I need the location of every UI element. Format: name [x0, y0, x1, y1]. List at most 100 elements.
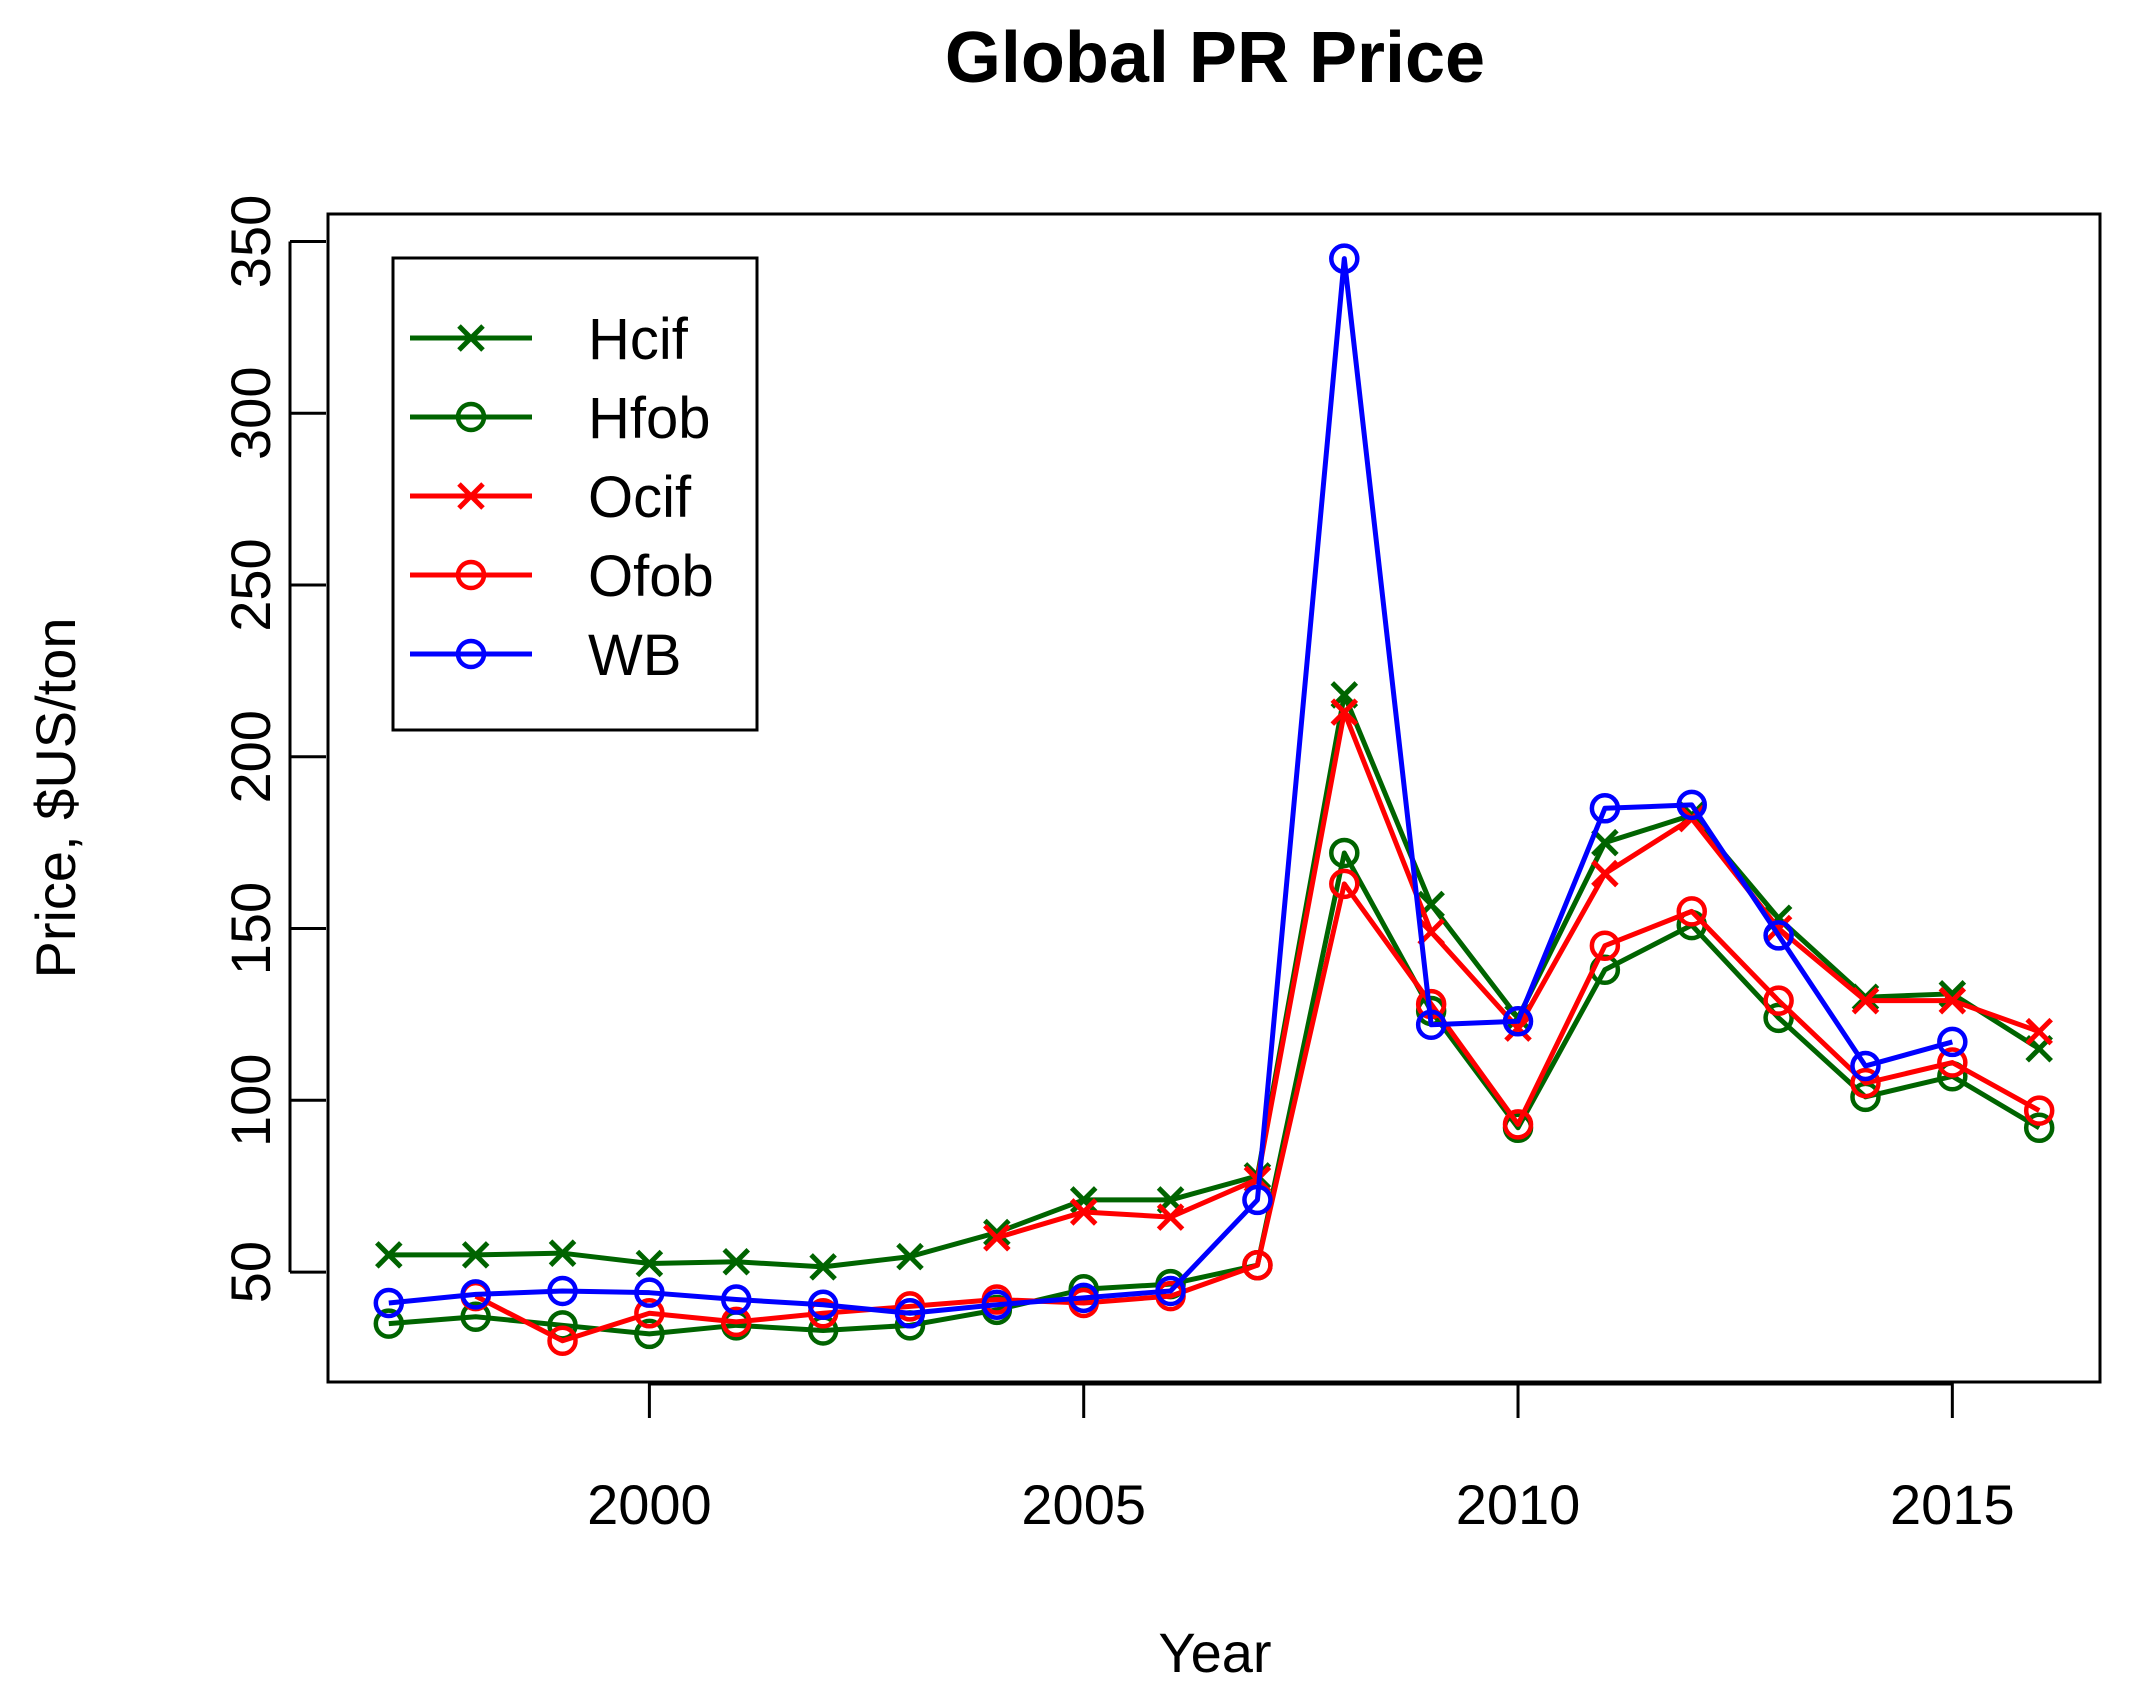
data-point-hcif	[722, 1247, 751, 1276]
data-point-wb	[1850, 1050, 1881, 1082]
y-tick-label: 50	[219, 1241, 282, 1303]
legend-marker-ofob	[455, 559, 487, 591]
data-point-wb	[981, 1289, 1013, 1320]
data-point-hfob	[634, 1318, 665, 1350]
data-point-ofob	[1502, 1109, 1534, 1140]
data-point-ofob	[634, 1298, 665, 1329]
legend-label-hcif: Hcif	[588, 307, 689, 372]
data-point-wb	[1155, 1275, 1186, 1307]
data-point-ofob	[1850, 1067, 1881, 1099]
x-tick-label: 2015	[1890, 1473, 2015, 1536]
legend-marker-ocif	[457, 482, 485, 510]
data-point-wb	[807, 1289, 839, 1320]
series-line-ocif	[996, 709, 2041, 1241]
data-point-ofob	[1329, 868, 1360, 900]
data-point-ofob	[721, 1306, 752, 1338]
data-point-hcif	[461, 1241, 490, 1269]
series-hcif	[375, 681, 2053, 1281]
x-tick-label: 2005	[1021, 1473, 1146, 1536]
data-point-wb	[1589, 793, 1621, 824]
data-point-wb	[1242, 1184, 1273, 1216]
data-point-hcif	[1069, 1186, 1098, 1214]
data-point-wb	[1763, 920, 1794, 951]
legend-item-hfob: Hfob	[410, 386, 711, 451]
series-hfob	[373, 837, 2055, 1350]
data-point-ocif	[2025, 1017, 2053, 1046]
data-point-hcif	[896, 1242, 924, 1271]
data-point-hcif	[375, 1241, 403, 1269]
y-tick-label: 100	[219, 1054, 282, 1147]
data-point-ocif	[983, 1223, 1011, 1252]
data-point-wb	[1329, 243, 1360, 274]
legend-label-wb: WB	[588, 623, 681, 688]
data-point-wb	[1415, 1009, 1447, 1040]
y-tick-label: 200	[219, 710, 282, 803]
data-point-hfob	[460, 1301, 491, 1332]
series-wb	[373, 243, 1968, 1329]
legend: Hcif Hfob Ocif Ofob WB	[391, 256, 759, 732]
legend-marker-hcif	[457, 324, 485, 352]
data-point-ofob	[547, 1325, 578, 1357]
legend-item-wb: WB	[410, 623, 681, 688]
legend-entries: Hcif Hfob Ocif Ofob WB	[410, 307, 714, 688]
data-point-hcif	[1591, 828, 1619, 857]
data-point-hfob	[2023, 1112, 2055, 1144]
data-point-wb	[721, 1284, 752, 1315]
data-point-wb	[1068, 1282, 1099, 1314]
series-line-ofob	[474, 881, 2041, 1344]
series-ofob	[460, 868, 2055, 1357]
x-tick-label: 2010	[1456, 1473, 1581, 1536]
y-tick-label: 350	[219, 195, 282, 288]
data-point-ofob	[1242, 1249, 1273, 1281]
data-point-ocif	[1330, 698, 1359, 726]
data-point-ofob	[1763, 985, 1794, 1016]
data-point-ofob	[2023, 1095, 2055, 1126]
data-point-wb	[547, 1275, 578, 1307]
x-axis-label: Year	[1158, 1621, 1271, 1684]
legend-item-hcif: Hcif	[410, 307, 689, 372]
chart-title: Global PR Price	[945, 18, 1485, 98]
data-point-hfob	[373, 1308, 405, 1339]
plot-area	[326, 212, 2102, 1384]
data-point-wb	[1502, 1006, 1534, 1037]
data-point-wb	[460, 1279, 491, 1310]
legend-label-ofob: Ofob	[588, 544, 714, 609]
y-tick-label: 300	[219, 367, 282, 460]
data-point-hfob	[1763, 1002, 1794, 1034]
y-tick-label: 150	[219, 882, 282, 975]
legend-item-ofob: Ofob	[410, 544, 714, 609]
data-point-ofob	[1937, 1047, 1968, 1078]
x-axis: 2000 2005 2010 2015	[587, 1382, 2015, 1536]
legend-item-ocif: Ocif	[410, 465, 692, 530]
data-point-hcif	[548, 1239, 577, 1267]
data-point-ofob	[807, 1298, 839, 1329]
series-layer	[373, 243, 2055, 1357]
data-point-wb	[634, 1277, 665, 1308]
data-point-wb	[373, 1287, 405, 1319]
legend-marker-hfob	[455, 401, 487, 433]
data-point-wb	[1937, 1026, 1968, 1058]
series-ocif	[983, 698, 2053, 1252]
data-point-hfob	[1329, 837, 1360, 869]
data-point-ocif	[1938, 986, 1967, 1015]
legend-label-hfob: Hfob	[588, 386, 711, 451]
data-point-ocif	[1156, 1203, 1185, 1231]
data-point-hcif	[809, 1253, 837, 1281]
y-axis-label: Price, $US/ton	[24, 617, 87, 978]
y-axis: 50 100 150 200 250 300 350	[219, 195, 326, 1303]
y-tick-label: 250	[219, 538, 282, 631]
data-point-ocif	[1851, 986, 1880, 1015]
data-point-hcif	[983, 1218, 1011, 1247]
x-tick-label: 2000	[587, 1473, 712, 1536]
legend-marker-wb	[455, 638, 487, 670]
data-point-wb	[1676, 789, 1707, 821]
series-line-wb	[388, 256, 1954, 1316]
data-point-hcif	[635, 1249, 664, 1278]
legend-label-ocif: Ocif	[588, 465, 692, 530]
data-point-ofob	[1589, 930, 1621, 961]
data-point-ocif	[1591, 859, 1619, 888]
series-line-hcif	[388, 692, 2041, 1270]
data-point-ofob	[1676, 896, 1707, 927]
data-point-wb	[894, 1298, 926, 1329]
